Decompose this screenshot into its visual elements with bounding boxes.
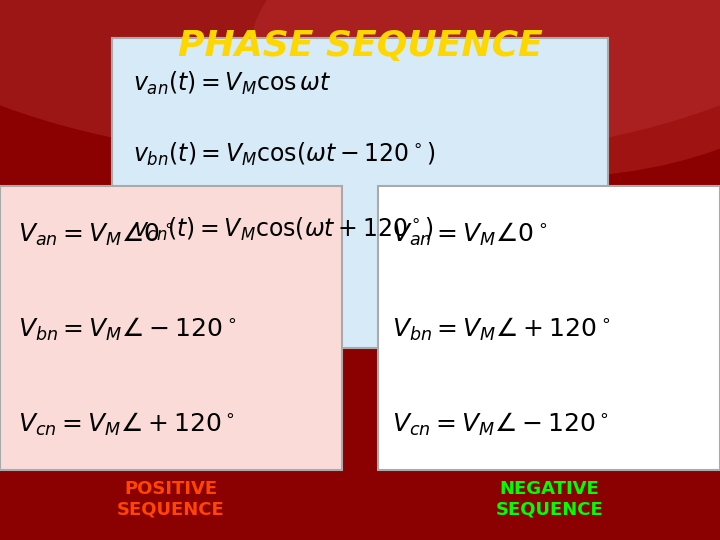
Text: $v_{cn}(t) = V_M \cos(\omega t + 120^\circ)$: $v_{cn}(t) = V_M \cos(\omega t + 120^\ci…	[133, 216, 434, 243]
Bar	[0, 186, 342, 470]
Text: NEGATIVE
SEQUENCE: NEGATIVE SEQUENCE	[495, 480, 603, 519]
Text: $V_{bn} = V_M \angle -120^\circ$: $V_{bn} = V_M \angle -120^\circ$	[18, 316, 236, 343]
Text: POSITIVE
SEQUENCE: POSITIVE SEQUENCE	[117, 480, 225, 519]
Text: $V_{bn} = V_M \angle +120^\circ$: $V_{bn} = V_M \angle +120^\circ$	[392, 316, 611, 343]
Text: $v_{an}(t) = V_M \cos \omega t$: $v_{an}(t) = V_M \cos \omega t$	[133, 70, 332, 97]
Bar	[378, 186, 720, 470]
Text: $V_{cn} = V_M \angle +120^\circ$: $V_{cn} = V_M \angle +120^\circ$	[18, 410, 235, 437]
Text: $v_{bn}(t) = V_M \cos(\omega t - 120^\circ)$: $v_{bn}(t) = V_M \cos(\omega t - 120^\ci…	[133, 140, 436, 167]
Text: $V_{an} = V_M \angle 0^\circ$: $V_{an} = V_M \angle 0^\circ$	[18, 221, 174, 248]
Ellipse shape	[252, 0, 720, 178]
Text: PHASE SEQUENCE: PHASE SEQUENCE	[178, 29, 542, 63]
Bar	[112, 38, 608, 348]
Text: $V_{cn} = V_M \angle -120^\circ$: $V_{cn} = V_M \angle -120^\circ$	[392, 410, 609, 437]
Ellipse shape	[0, 0, 720, 162]
Text: $V_{an} = V_M \angle 0^\circ$: $V_{an} = V_M \angle 0^\circ$	[392, 221, 548, 248]
